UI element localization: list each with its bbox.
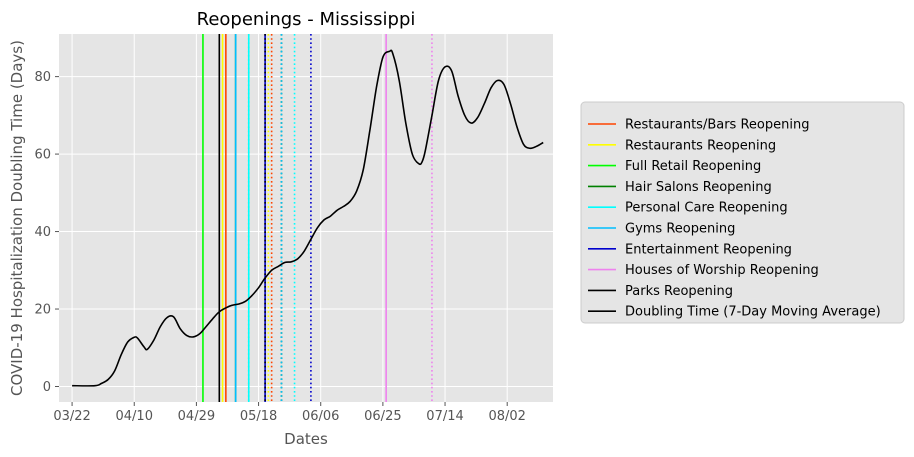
x-tick-label: 07/14 xyxy=(426,409,463,424)
x-tick-label: 05/18 xyxy=(240,409,277,424)
chart-title: Reopenings - Mississippi xyxy=(197,9,416,30)
legend-label: Entertainment Reopening xyxy=(625,242,792,257)
legend-label: Parks Reopening xyxy=(625,284,733,299)
legend-label: Restaurants Reopening xyxy=(625,138,776,153)
grid xyxy=(59,34,553,402)
series-layer xyxy=(72,49,544,387)
doubling-time-line xyxy=(72,49,544,387)
legend-label: Personal Care Reopening xyxy=(625,201,788,216)
legend-items: Restaurants/Bars Reopening Restaurants Re… xyxy=(588,118,881,320)
legend-label: Houses of Worship Reopening xyxy=(625,263,819,278)
y-tick-label: 20 xyxy=(34,303,51,318)
y-axis-title: COVID-19 Hospitalization Doubling Time (… xyxy=(8,40,26,396)
x-tick-label: 03/22 xyxy=(53,409,90,424)
y-axis-ticks: 0 20 40 60 80 xyxy=(34,70,59,395)
y-tick-label: 80 xyxy=(34,70,51,85)
x-tick-label: 06/25 xyxy=(364,409,401,424)
legend-label: Doubling Time (7-Day Moving Average) xyxy=(625,305,881,320)
plot-area xyxy=(59,34,553,402)
x-tick-label: 04/10 xyxy=(116,409,153,424)
x-tick-label: 06/06 xyxy=(302,409,339,424)
x-axis-title: Dates xyxy=(284,430,328,448)
legend-label: Full Retail Reopening xyxy=(625,159,761,174)
y-tick-label: 60 xyxy=(34,148,51,163)
legend-label: Gyms Reopening xyxy=(625,222,735,237)
reopening-lines xyxy=(202,34,433,402)
y-tick-label: 0 xyxy=(43,380,51,395)
legend: Restaurants/Bars Reopening Restaurants Re… xyxy=(580,101,905,324)
x-tick-label: 04/29 xyxy=(178,409,215,424)
y-tick-label: 40 xyxy=(34,225,51,240)
x-axis-ticks: 03/22 04/10 04/29 05/18 06/06 06/25 07/14 08/02 xyxy=(53,402,526,424)
legend-label: Hair Salons Reopening xyxy=(625,180,772,195)
legend-box xyxy=(580,101,905,324)
legend-label: Restaurants/Bars Reopening xyxy=(625,118,809,133)
x-tick-label: 08/02 xyxy=(488,409,525,424)
